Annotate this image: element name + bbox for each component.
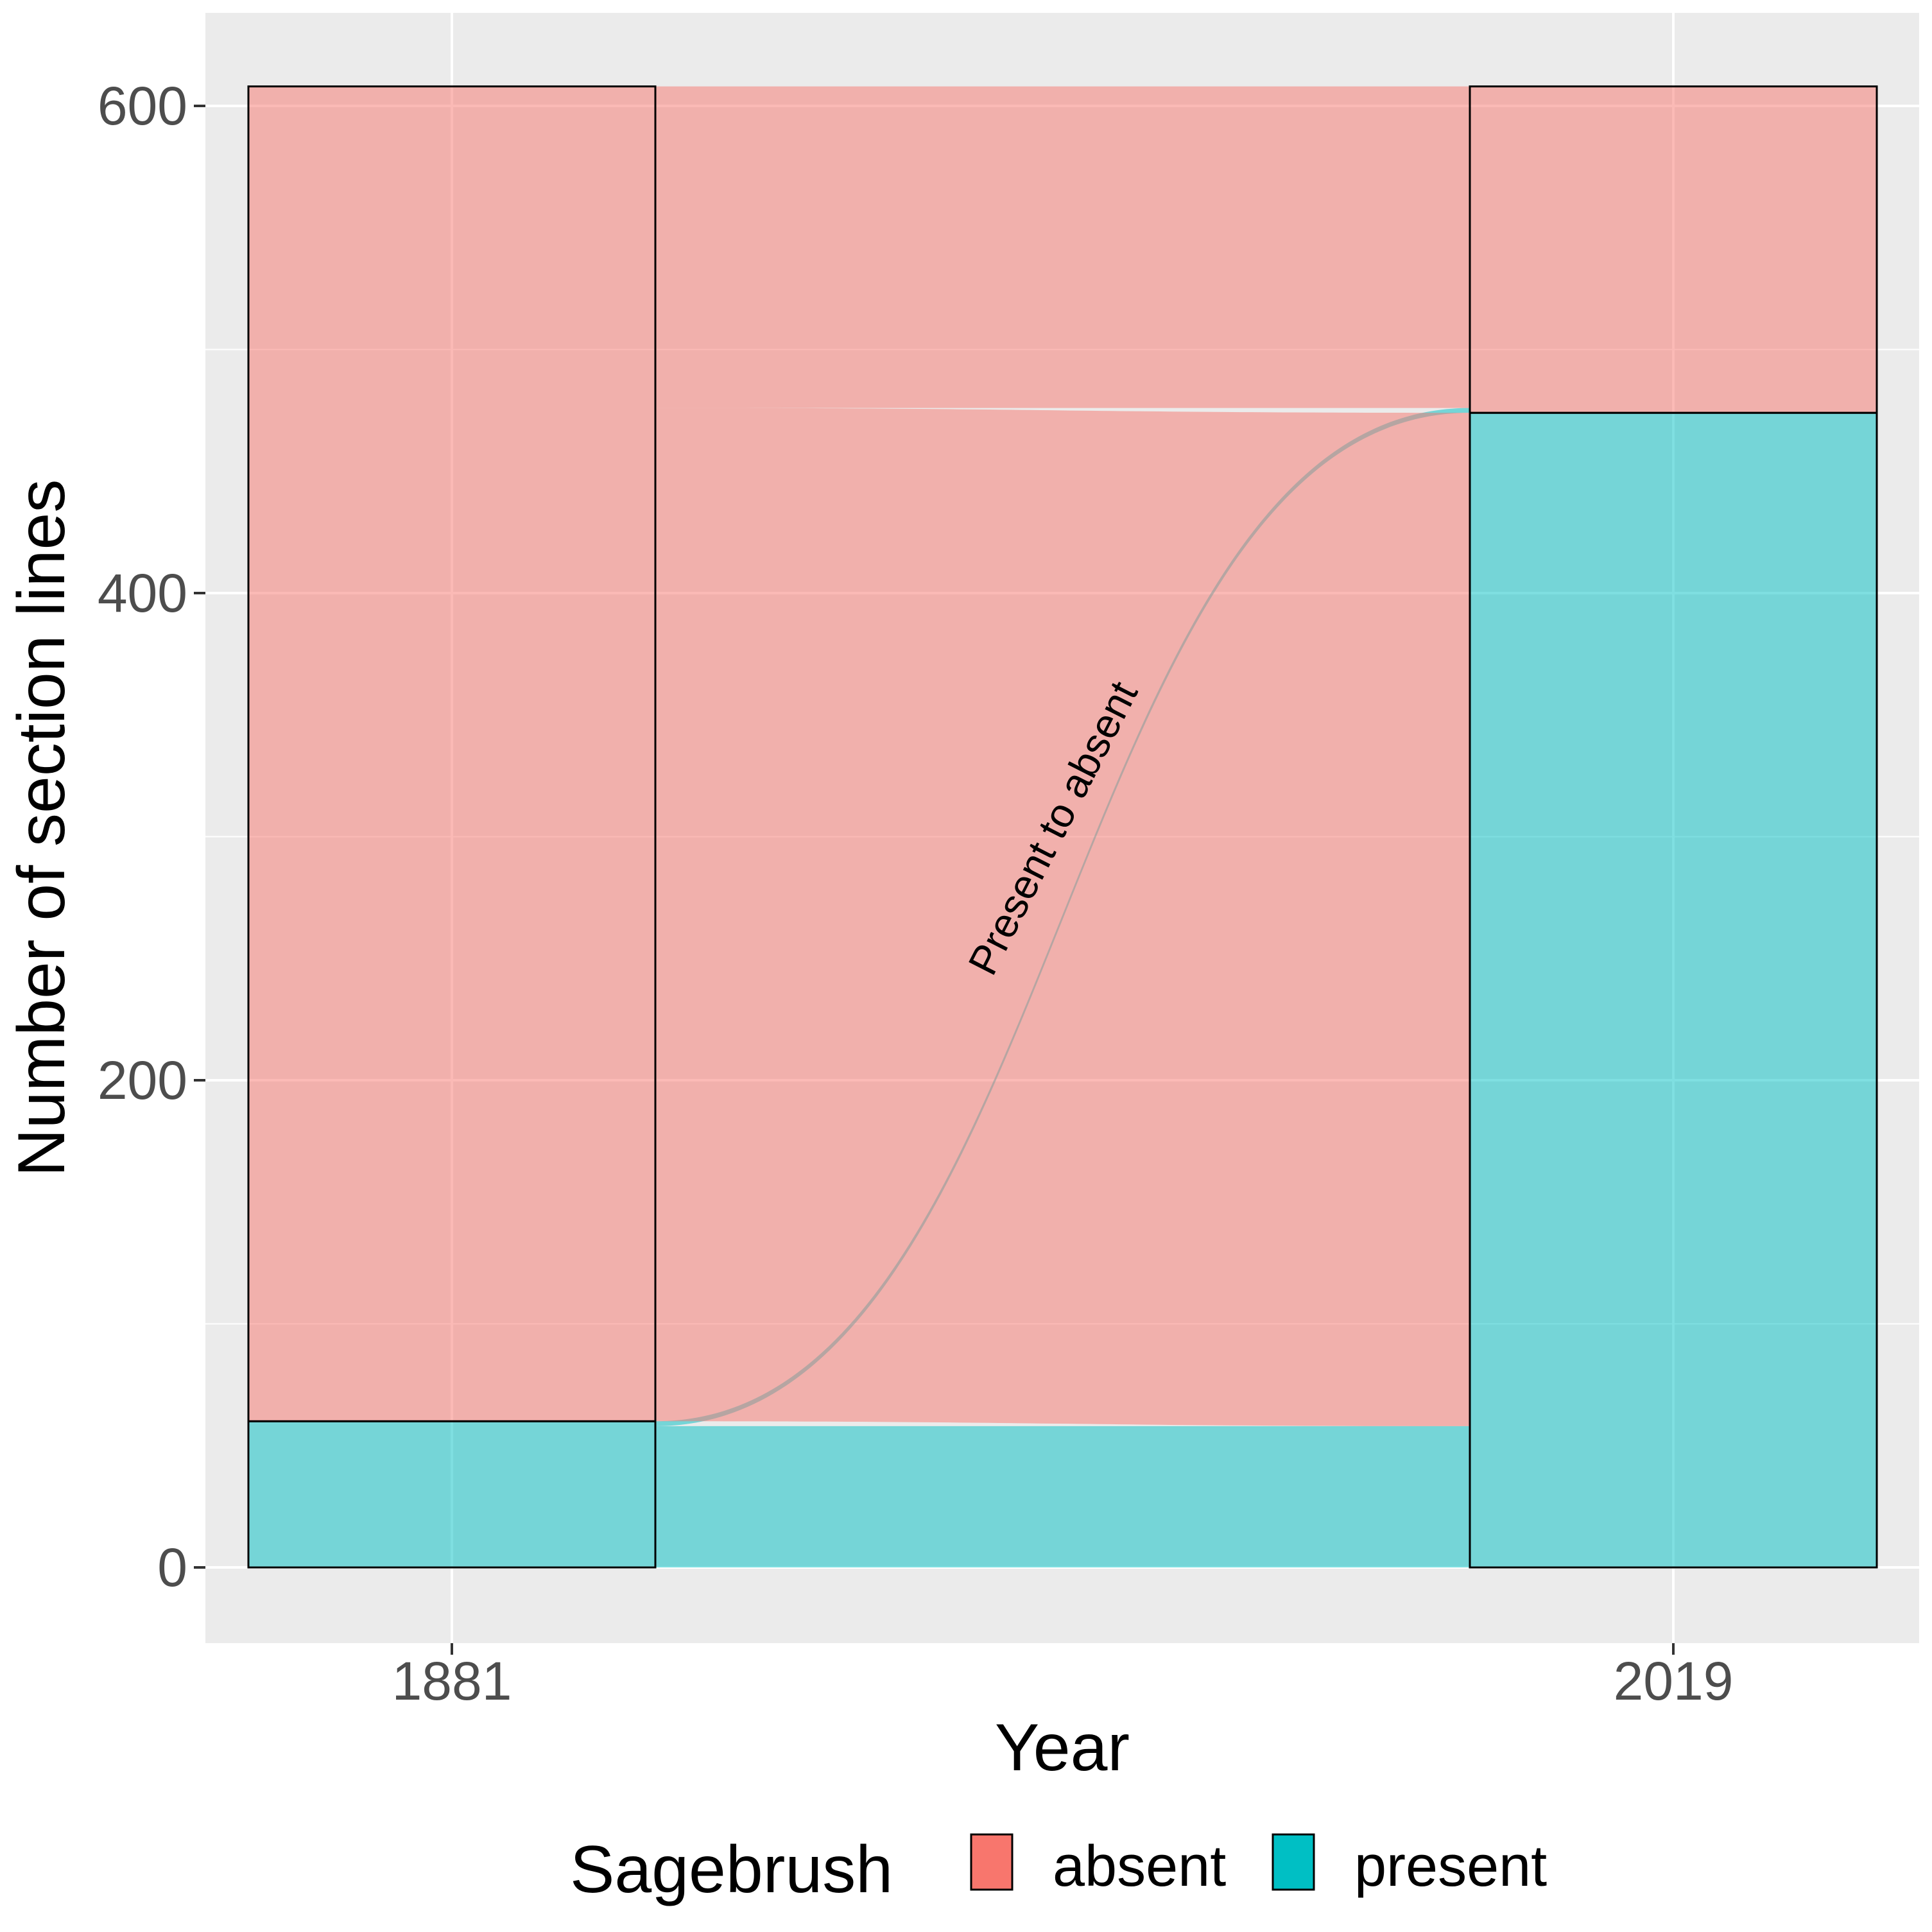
legend-label-absent: absent bbox=[1053, 1834, 1226, 1899]
flow-present-present bbox=[655, 1426, 1470, 1567]
legend-key-present bbox=[1272, 1833, 1315, 1891]
flows bbox=[655, 86, 1470, 1567]
flow-absent-absent bbox=[655, 86, 1470, 408]
x-tick-label: 1881 bbox=[392, 1651, 512, 1711]
x-tick-label: 2019 bbox=[1614, 1651, 1734, 1711]
y-axis-title: Number of section lines bbox=[4, 479, 79, 1177]
stack-1881-present bbox=[247, 1420, 657, 1569]
x-axis-title: Year bbox=[995, 1711, 1130, 1785]
stack-1881-absent bbox=[247, 85, 657, 1422]
legend-key-absent bbox=[970, 1833, 1013, 1891]
stack-2019-present bbox=[1469, 411, 1878, 1569]
legend: Sagebrush absent present bbox=[570, 1833, 1547, 1907]
y-tick-label: 600 bbox=[98, 76, 187, 136]
axes: 0 200 400 600 1881 2019 bbox=[98, 76, 1734, 1711]
y-tick-label: 0 bbox=[157, 1537, 187, 1598]
flow-absent-present bbox=[655, 408, 1470, 1426]
stacks bbox=[247, 85, 1878, 1569]
y-tick-label: 400 bbox=[98, 563, 187, 623]
stack-2019-absent bbox=[1469, 85, 1878, 414]
y-tick-label: 200 bbox=[98, 1050, 187, 1110]
legend-title: Sagebrush bbox=[570, 1833, 893, 1907]
legend-label-present: present bbox=[1354, 1834, 1547, 1899]
